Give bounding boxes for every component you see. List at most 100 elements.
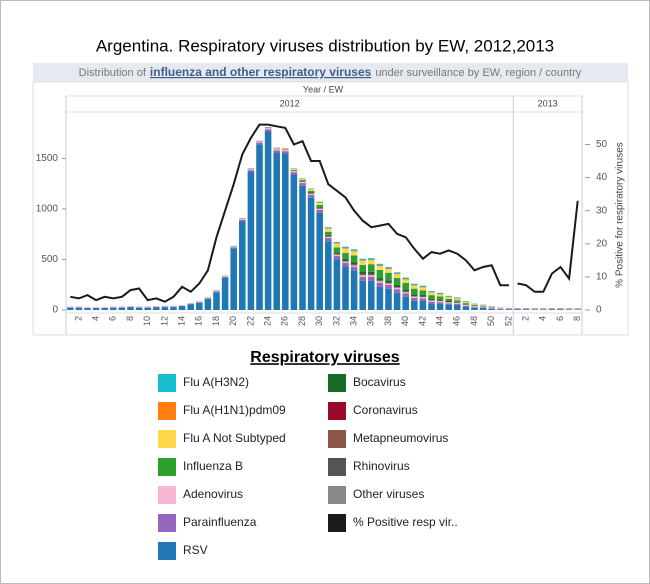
legend-swatch: [158, 430, 176, 448]
bar-segment: [325, 241, 332, 310]
x-tick-label: 14: [176, 316, 186, 326]
bar-segment: [368, 259, 375, 261]
bar-segment: [92, 307, 100, 309]
bar-segment: [256, 141, 263, 143]
bar-segment: [221, 276, 229, 277]
bar-segment: [75, 307, 83, 310]
bar-segment: [307, 192, 315, 194]
y-tick-label: 1000: [36, 204, 59, 215]
x-tick-label: 26: [280, 316, 290, 326]
bar-segment: [316, 206, 323, 208]
bar-segment: [307, 195, 315, 198]
bar-segment: [299, 178, 306, 180]
bar-segment: [462, 304, 470, 306]
bar-segment: [144, 307, 151, 310]
bar-segment: [376, 280, 384, 282]
bar-segment: [385, 283, 392, 285]
bar-segment: [325, 236, 332, 239]
x-tick-label: 32: [331, 316, 341, 326]
bar-segment: [67, 307, 74, 310]
bar-segment: [316, 201, 323, 203]
x-tick-label: 38: [383, 316, 393, 326]
y2-tick-label: 50: [596, 139, 608, 150]
bar-segment: [359, 260, 366, 261]
bar-segment: [170, 306, 177, 307]
bar-segment: [419, 298, 427, 301]
bar-segment: [376, 286, 384, 310]
bar-segment: [462, 304, 470, 305]
x-tick-label: 34: [348, 316, 358, 326]
bar-segment: [110, 307, 117, 310]
bar-segment: [342, 248, 349, 249]
bar-segment: [471, 303, 478, 305]
bar-segment: [247, 169, 255, 171]
legend-swatch: [328, 486, 346, 504]
bar-segment: [135, 307, 143, 310]
bar-segment: [393, 292, 401, 310]
bar-segment: [359, 276, 366, 281]
x-tick-label: 8: [125, 316, 135, 321]
bar-segment: [350, 251, 358, 256]
bar-segment: [428, 300, 435, 302]
subtitle-band: [33, 63, 628, 82]
bar-segment: [239, 221, 246, 310]
bar-segment: [359, 272, 366, 275]
y2-axis-title: % Positive for respiratory viruses: [615, 142, 626, 288]
bar-segment: [376, 269, 384, 279]
panel-frame: [32, 81, 629, 336]
bar-segment: [514, 309, 521, 310]
subtitle: Distribution of influenza and other respi…: [79, 65, 582, 79]
bar-segment: [385, 288, 392, 310]
bar-segment: [411, 294, 418, 297]
bar-segment: [402, 279, 409, 283]
bar-segment: [333, 252, 341, 254]
subtitle-suffix: under surveillance by EW, region / count…: [375, 67, 582, 79]
bar-segment: [505, 309, 513, 310]
bar-segment: [411, 296, 418, 297]
bar-segment: [239, 218, 246, 220]
bar-segment: [299, 179, 306, 181]
bar-segment: [325, 235, 332, 237]
x-header: Year / EW: [303, 84, 344, 94]
bar-segment: [419, 285, 427, 287]
bar-segment: [307, 192, 315, 193]
bar-segment: [359, 274, 366, 276]
bar-segment: [204, 298, 212, 310]
bar-segment: [290, 172, 298, 175]
bar-segment: [84, 307, 91, 309]
bar-segment: [376, 266, 384, 270]
bar-segment: [290, 174, 298, 310]
bar-segment: [307, 189, 315, 191]
bar-segment: [325, 231, 332, 235]
bar-segment: [316, 202, 323, 205]
bar-segment: [333, 256, 341, 260]
bar-segment: [273, 148, 280, 149]
legend-swatch: [158, 402, 176, 420]
legend-swatch: [158, 542, 176, 560]
subtitle-link[interactable]: influenza and other respiratory viruses: [150, 65, 372, 79]
y-tick-label: 500: [41, 254, 58, 265]
bar-segment: [187, 303, 194, 305]
bar-segment: [325, 238, 332, 242]
bar-segment: [213, 291, 220, 293]
bar-segment: [445, 301, 452, 303]
bar-segment: [204, 297, 212, 299]
bar-segment: [264, 131, 272, 310]
legend-label: Bocavirus: [353, 375, 406, 389]
bar-segment: [92, 308, 100, 310]
bar-segment: [204, 298, 212, 299]
bar-segment: [393, 284, 401, 287]
bar-segment: [445, 303, 452, 305]
bar-segment: [221, 276, 229, 278]
bar-segment: [350, 262, 358, 265]
bar-segment: [359, 275, 366, 277]
bar-segment: [393, 289, 401, 293]
bar-segment: [333, 259, 341, 310]
bar-segment: [462, 302, 470, 304]
bar-segment: [342, 258, 349, 261]
bar-segment: [307, 193, 315, 196]
bar-segment: [385, 282, 392, 284]
bar-segment: [411, 297, 418, 301]
bar-segment: [402, 296, 409, 310]
